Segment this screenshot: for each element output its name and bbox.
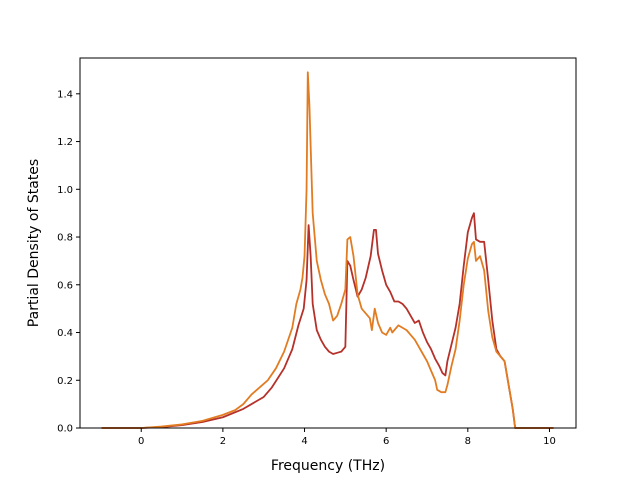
x-tick-label: 2 <box>220 436 226 447</box>
x-tick-label: 0 <box>138 436 144 447</box>
series-layer <box>101 71 554 429</box>
x-tick-label: 10 <box>543 436 556 447</box>
x-tick-label: 4 <box>301 436 307 447</box>
y-tick-label: 1.0 <box>57 185 73 196</box>
plot-frame <box>79 57 577 429</box>
y-tick-label: 0.0 <box>57 424 73 435</box>
x-tick-label: 8 <box>465 436 471 447</box>
y-tick-label: 0.8 <box>57 233 73 244</box>
x-axis-ticks: 0 2 4 6 8 10 <box>138 428 556 447</box>
x-axis-label: Frequency (THz) <box>271 458 385 474</box>
y-tick-label: 0.2 <box>57 376 73 387</box>
series-line-2 <box>101 71 554 429</box>
y-tick-label: 1.4 <box>57 89 73 100</box>
y-tick-label: 0.6 <box>57 280 73 291</box>
series-line-1 <box>101 212 554 429</box>
y-tick-label: 0.4 <box>57 328 73 339</box>
x-tick-label: 6 <box>383 436 389 447</box>
y-tick-label: 1.2 <box>57 137 73 148</box>
plot-background <box>80 58 576 428</box>
y-axis-ticks: 0.0 0.2 0.4 0.6 0.8 1.0 1.2 1.4 <box>57 89 80 435</box>
y-axis-label: Partial Density of States <box>26 159 42 327</box>
